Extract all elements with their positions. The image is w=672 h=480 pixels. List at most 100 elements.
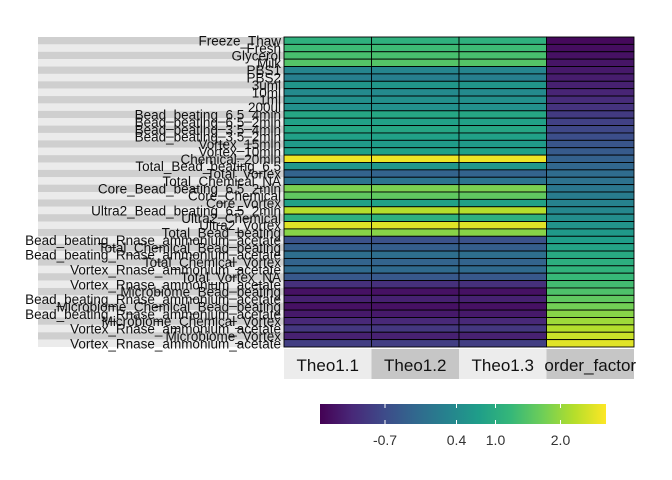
heatmap-cell — [371, 213, 460, 222]
row-label: Total_Bead_beating_6.5 — [135, 159, 281, 174]
heatmap-cell — [371, 147, 460, 156]
row-label: Microbiome_Bead_beating — [120, 285, 281, 300]
heatmap-cell — [546, 221, 635, 230]
heatmap-cell — [546, 58, 635, 67]
heatmap-cell — [283, 235, 372, 245]
row-stripe — [38, 192, 284, 200]
heatmap-cell — [458, 43, 547, 53]
row-label: Bead_beating_6.5_4min — [135, 108, 281, 123]
row-stripe — [38, 147, 284, 156]
row-stripe — [38, 280, 284, 288]
row-stripe — [38, 155, 284, 163]
row-label: Vortex_Rnase_ammonium_acetate — [70, 263, 281, 278]
colorbar-legend: -0.7 0.4 1.0 2.0 — [320, 404, 606, 448]
heatmap-cell — [371, 162, 460, 171]
heatmap-cell — [283, 73, 372, 82]
row-label: Core_Chemical — [188, 189, 281, 204]
heatmap-cell — [458, 198, 547, 208]
row-stripe — [38, 103, 284, 111]
heatmap-cell — [458, 102, 547, 112]
heatmap-cell — [283, 102, 372, 112]
heatmap-cell — [458, 265, 547, 274]
row-label: Fresh — [246, 41, 281, 56]
heatmap-cell — [458, 95, 547, 104]
heatmap-cell — [283, 132, 372, 141]
row-label: Vortex_Rnase_ammonium_acetate — [70, 277, 281, 292]
heatmap-cell — [458, 117, 547, 127]
heatmap-cell — [458, 257, 547, 267]
heatmap-cell — [283, 331, 372, 341]
heatmap-cell — [458, 272, 547, 282]
row-stripe — [38, 339, 284, 347]
row-stripe — [38, 302, 284, 311]
row-stripe — [38, 118, 284, 126]
heatmap-cell — [546, 294, 635, 304]
column-header-box — [371, 349, 459, 379]
row-stripe — [38, 214, 284, 222]
heatmap-cell — [458, 317, 547, 326]
heatmap-cell — [546, 317, 635, 326]
heatmap-cell — [283, 287, 372, 296]
heatmap-cell — [458, 287, 547, 296]
row-label: PBS1 — [246, 63, 281, 78]
heatmap-cell — [546, 154, 635, 163]
row-label: 10ml — [252, 85, 281, 100]
row-label: Freeze_Thaw — [198, 34, 281, 49]
heatmap-cell — [546, 132, 635, 141]
column-header-box — [284, 349, 372, 379]
row-label: Microbiome_Chemical_Bead_beating — [57, 299, 281, 314]
row-stripe — [38, 265, 284, 274]
heatmap-cell — [546, 280, 635, 289]
heatmap-cell — [371, 257, 460, 267]
heatmap-cell — [371, 110, 460, 119]
heatmap-cell — [458, 280, 547, 289]
row-stripe — [38, 125, 284, 133]
heatmap-cell — [371, 154, 460, 163]
row-stripe — [38, 110, 284, 119]
row-stripe — [38, 96, 284, 104]
heatmap-cell — [371, 58, 460, 67]
heatmap-cell — [546, 309, 635, 318]
row-label: Glycerol — [231, 48, 281, 63]
row-stripe — [38, 66, 284, 74]
column-labels: Theo1.1 Theo1.2 Theo1.3 order_factor — [284, 349, 636, 379]
row-stripe — [38, 162, 284, 170]
colorbar — [320, 404, 606, 424]
heatmap-cell — [371, 184, 460, 193]
heatmap-cell — [458, 309, 547, 318]
heatmap-cell — [371, 66, 460, 75]
heatmap-cell — [546, 272, 635, 282]
heatmap-cell — [371, 331, 460, 341]
heatmap-cell — [283, 280, 372, 289]
heatmap-cell — [458, 176, 547, 186]
heatmap-cell — [458, 206, 547, 215]
row-label: Vortex_10min — [198, 144, 281, 159]
row-stripe — [38, 295, 284, 303]
column-header-box — [459, 349, 547, 379]
row-stripe — [38, 206, 284, 215]
heatmap-cell — [546, 191, 635, 200]
heatmap-cell — [371, 280, 460, 289]
heatmap-cell — [283, 191, 372, 200]
heatmap-cell — [458, 339, 547, 348]
heatmap-cell — [371, 317, 460, 326]
heatmap-cell — [371, 139, 460, 149]
heatmap-cell — [458, 66, 547, 75]
heatmap-cell — [283, 176, 372, 186]
heatmap-cell — [546, 257, 635, 267]
row-stripe — [38, 236, 284, 244]
heatmap-cell — [371, 294, 460, 304]
row-label: Bead_beating_3.5_2min — [135, 130, 281, 145]
heatmap-cell — [458, 132, 547, 141]
heatmap-cell — [458, 110, 547, 119]
heatmap-cell — [546, 176, 635, 186]
heatmap-cell — [458, 228, 547, 237]
heatmap-cell — [371, 272, 460, 282]
row-stripe — [38, 169, 284, 178]
heatmap-cell — [371, 176, 460, 186]
heatmap-cell — [283, 88, 372, 97]
heatmap-cell — [371, 43, 460, 53]
heatmap-cell — [546, 66, 635, 75]
row-label: Total_Vortex_NA — [180, 270, 281, 285]
column-label: Theo1.1 — [297, 356, 359, 375]
